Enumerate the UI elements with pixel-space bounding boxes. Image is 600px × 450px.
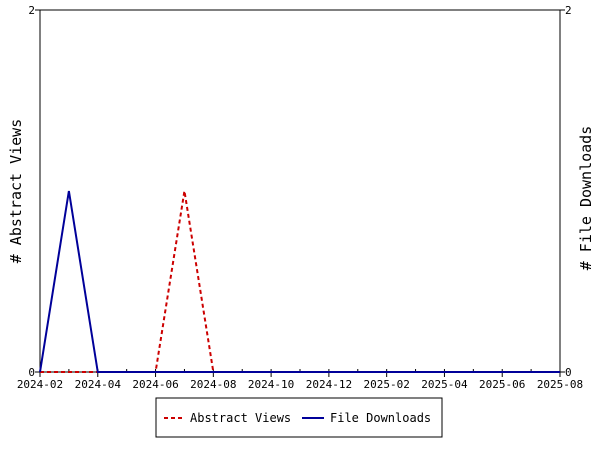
y-right-tick-label: 0	[565, 366, 572, 379]
series-line-file-downloads	[39, 190, 560, 373]
x-tick-label: 2024-08	[190, 378, 236, 391]
y-left-tick-label: 0	[28, 366, 35, 379]
legend-frame	[155, 397, 443, 438]
x-tick-label: 2025-06	[479, 378, 525, 391]
legend-label-abstract-views: Abstract Views	[190, 411, 291, 425]
y-left-tick-label: 2	[28, 4, 35, 17]
labels-layer: 2024-02 2024-04 2024-06 2024-08 2024-10 2024-…	[17, 4, 583, 391]
legend: Abstract Views File Downloads	[155, 397, 443, 438]
x-tick-label: 2024-10	[248, 378, 294, 391]
x-tick-label: 2024-06	[132, 378, 178, 391]
x-tick-label: 2025-04	[421, 378, 468, 391]
x-tick-label: 2024-12	[306, 378, 352, 391]
y-left-axis-title: # Abstract Views	[7, 119, 25, 264]
y-right-axis-title: # File Downloads	[577, 126, 595, 271]
y-right-tick-label: 2	[565, 4, 572, 17]
x-tick-label: 2025-08	[537, 378, 583, 391]
legend-label-file-downloads: File Downloads	[330, 411, 431, 425]
plot-frame	[39, 9, 561, 373]
series-layer	[39, 190, 560, 373]
x-tick-label: 2024-02	[17, 378, 63, 391]
x-tick-label: 2024-04	[75, 378, 122, 391]
x-tick-label: 2025-02	[363, 378, 409, 391]
